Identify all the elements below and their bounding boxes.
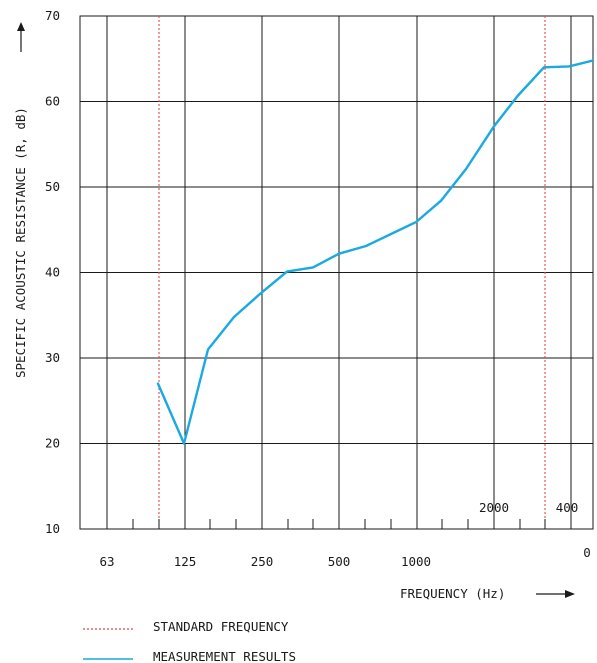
x-tick-label-400: 400 xyxy=(556,500,579,515)
x-axis-arrow-icon xyxy=(565,590,575,598)
legend-label-standard-frequency: STANDARD FREQUENCY xyxy=(153,619,289,634)
y-tick-labels: 70 60 50 40 30 20 10 xyxy=(45,8,60,536)
y-axis-label: SPECIFIC ACOUSTIC RESISTANCE (R, dB) xyxy=(13,107,28,378)
y-tick-label-60: 60 xyxy=(45,94,60,109)
x-tick-label-2000: 2000 xyxy=(479,500,509,515)
y-tick-label-50: 50 xyxy=(45,179,60,194)
y-tick-label-20: 20 xyxy=(45,436,60,451)
y-axis-title: SPECIFIC ACOUSTIC RESISTANCE (R, dB) xyxy=(13,22,28,378)
minor-ticks xyxy=(132,519,546,529)
x-tick-label-63: 63 xyxy=(99,554,114,569)
measurement-series xyxy=(156,59,595,445)
x-tick-label-250: 250 xyxy=(251,554,274,569)
y-tick-label-10: 10 xyxy=(45,521,60,536)
x-tick-label-500: 500 xyxy=(328,554,351,569)
x-axis-label: FREQUENCY (Hz) xyxy=(400,586,505,601)
x-tick-label-125: 125 xyxy=(174,554,197,569)
x-axis-title: FREQUENCY (Hz) xyxy=(400,586,575,601)
y-tick-label-70: 70 xyxy=(45,8,60,23)
legend: STANDARD FREQUENCY MEASUREMENT RESULTS xyxy=(83,619,296,663)
legend-label-measurement-results: MEASUREMENT RESULTS xyxy=(153,649,296,663)
y-tick-label-30: 30 xyxy=(45,350,60,365)
y-axis-arrow-icon xyxy=(17,22,25,31)
legend-item-measurement-results: MEASUREMENT RESULTS xyxy=(83,649,296,663)
grid xyxy=(79,15,594,530)
y-tick-label-40: 40 xyxy=(45,265,60,280)
legend-item-standard-frequency: STANDARD FREQUENCY xyxy=(83,619,289,634)
standard-frequency-lines xyxy=(158,16,546,529)
measurement-line xyxy=(156,59,595,445)
x-tick-label-1000: 1000 xyxy=(401,554,431,569)
x-tick-label-0: 0 xyxy=(583,545,591,560)
x-tick-labels: 63 125 250 500 1000 2000 400 0 xyxy=(99,500,590,569)
